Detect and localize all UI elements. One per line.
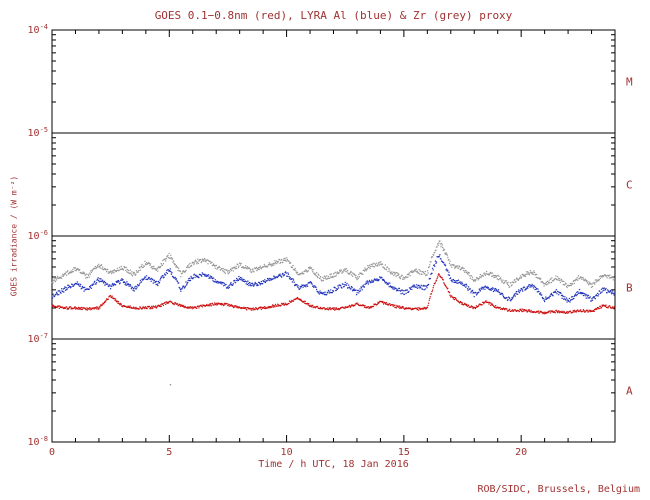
y-tick-labels: 10-4 10-5 10-6 10-7 10-8 xyxy=(28,23,48,448)
y-axis-label: GOES irradiance / (W m⁻²) xyxy=(9,175,19,297)
flare-class-label: B xyxy=(626,282,633,295)
series-0 xyxy=(51,273,616,315)
credit-label: ROB/SIDC, Brussels, Belgium xyxy=(477,484,640,495)
y-ticks xyxy=(52,29,615,443)
svg-text:15: 15 xyxy=(398,447,410,458)
flare-class-label: A xyxy=(626,385,633,398)
outlier-points xyxy=(169,383,172,386)
series-2 xyxy=(51,240,616,289)
svg-text:0: 0 xyxy=(49,447,55,458)
flare-class-labels: M C B A xyxy=(626,76,633,398)
svg-text:10-5: 10-5 xyxy=(28,126,48,139)
svg-text:10-4: 10-4 xyxy=(28,23,48,36)
svg-text:5: 5 xyxy=(166,447,172,458)
svg-text:10-8: 10-8 xyxy=(28,435,48,448)
x-tick-labels: 0 5 10 15 20 xyxy=(49,447,527,458)
flare-class-label: M xyxy=(626,76,633,89)
series-1 xyxy=(51,254,616,303)
flare-class-label: C xyxy=(626,179,633,192)
svg-text:10-6: 10-6 xyxy=(28,229,48,242)
svg-text:10: 10 xyxy=(281,447,293,458)
svg-text:10-7: 10-7 xyxy=(28,332,48,345)
class-boundary-lines xyxy=(52,132,615,340)
svg-text:20: 20 xyxy=(515,447,527,458)
x-axis-label: Time / h UTC, 18 Jan 2016 xyxy=(258,459,409,470)
x-ticks xyxy=(51,30,616,442)
chart-title: GOES 0.1−0.8nm (red), LYRA Al (blue) & Z… xyxy=(154,9,513,22)
